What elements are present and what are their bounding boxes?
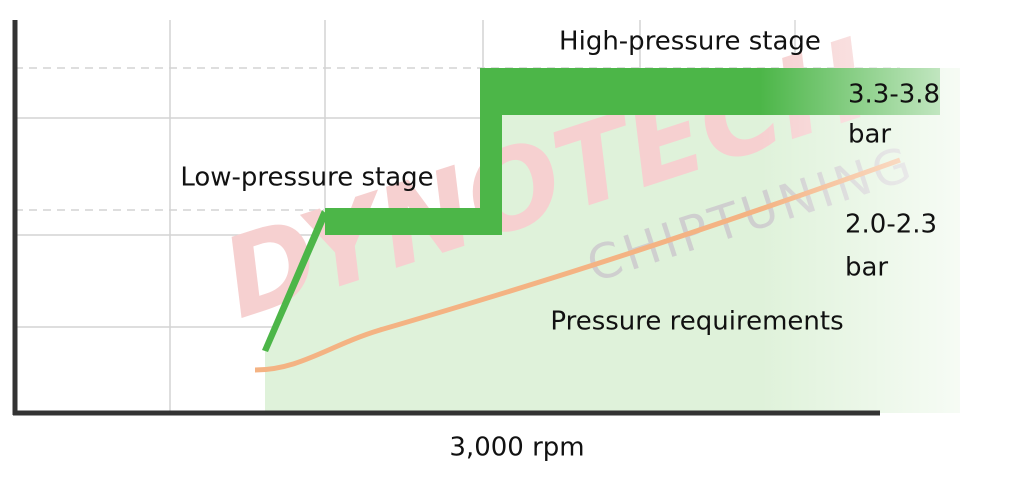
high-range-label: 3.3-3.8 — [848, 80, 940, 110]
low-stage-label: Low-pressure stage — [180, 163, 433, 193]
fade — [760, 0, 1036, 420]
requirement-curve — [254, 157, 901, 373]
requirements-label: Pressure requirements — [550, 307, 843, 337]
low-unit-label: bar — [845, 253, 888, 283]
axes — [12, 20, 880, 416]
x-marker-label: 3,000 rpm — [449, 433, 584, 463]
high-unit-label: bar — [848, 120, 891, 150]
low-range-label: 2.0-2.3 — [845, 210, 937, 240]
high-stage-label: High-pressure stage — [559, 27, 821, 57]
